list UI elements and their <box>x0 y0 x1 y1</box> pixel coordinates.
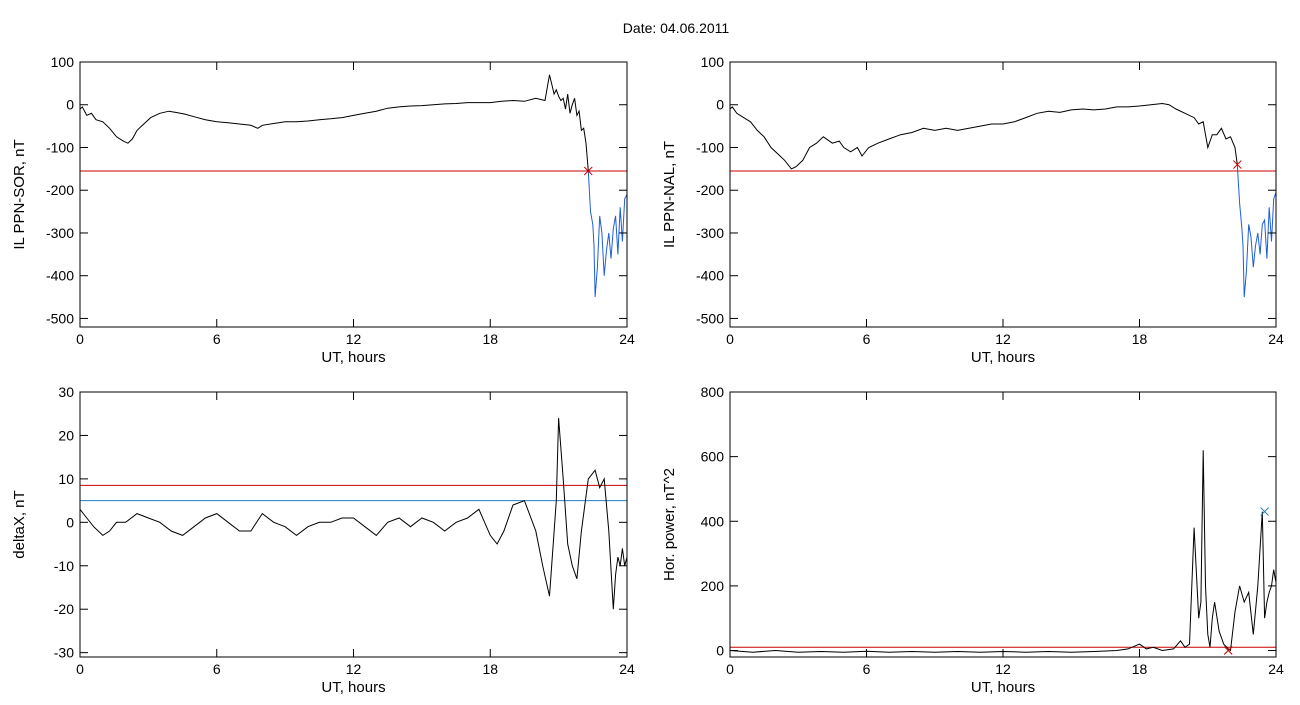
date-title: Date: 04.06.2011 <box>623 20 730 36</box>
y-tick-label: 0 <box>66 514 74 530</box>
x-tick-label: 18 <box>1132 661 1148 677</box>
plot-frame <box>729 61 1277 328</box>
y-tick-label: -30 <box>54 645 74 661</box>
marker-stroke <box>583 166 593 176</box>
y-tick-label: 0 <box>66 97 74 113</box>
y-tick-label: -400 <box>696 268 724 284</box>
x-tick-label: 12 <box>995 661 1011 677</box>
y-axis-title: Hor. power, nT^2 <box>661 468 678 581</box>
series-line-1 <box>730 450 1276 653</box>
y-tick-label: 100 <box>51 54 75 70</box>
series-group <box>730 450 1276 653</box>
y-tick-label: 0 <box>716 643 724 659</box>
marker-stroke <box>1232 160 1242 169</box>
x-tick-label: 12 <box>346 331 362 347</box>
y-tick-label: -200 <box>46 182 74 198</box>
marker-1 <box>1232 160 1242 169</box>
y-tick-label: -20 <box>54 601 74 617</box>
y-tick-label: -300 <box>46 225 74 241</box>
y-tick-label: 400 <box>701 513 725 529</box>
series-line-2 <box>587 170 627 298</box>
y-tick-label: -400 <box>46 268 74 284</box>
x-tick-label: 24 <box>619 661 635 677</box>
y-tick-label: -100 <box>696 139 724 155</box>
y-axis-title: deltaX, nT <box>11 490 28 558</box>
y-tick-label: -500 <box>46 310 74 326</box>
x-tick-label: 0 <box>76 331 84 347</box>
y-tick-label: -300 <box>696 225 724 241</box>
x-tick-label: 24 <box>1268 331 1284 347</box>
x-tick-label: 6 <box>213 661 221 677</box>
y-axis-title: IL PPN-SOR, nT <box>11 139 28 249</box>
series-group <box>730 102 1276 298</box>
x-tick-label: 6 <box>863 661 871 677</box>
y-tick-label: -200 <box>696 182 724 198</box>
marker-1 <box>1260 507 1269 516</box>
marker-stroke <box>1223 646 1233 655</box>
x-axis-title: UT, hours <box>971 349 1035 366</box>
y-tick-label: 200 <box>701 578 725 594</box>
x-tick-label: 12 <box>995 331 1011 347</box>
x-tick-label: 0 <box>76 661 84 677</box>
y-tick-label: 800 <box>701 384 725 400</box>
x-tick-label: 24 <box>1268 661 1284 677</box>
y-tick-label: 0 <box>716 97 724 113</box>
plot-frame <box>729 391 1277 658</box>
series-group <box>80 418 627 610</box>
series-line-1 <box>730 102 1238 170</box>
marker-stroke <box>1260 507 1269 516</box>
y-tick-label: 100 <box>701 54 725 70</box>
x-tick-label: 18 <box>1132 331 1148 347</box>
series-line-1 <box>80 74 589 172</box>
x-tick-label: 18 <box>482 331 498 347</box>
x-tick-label: 6 <box>863 331 871 347</box>
y-tick-label: -500 <box>696 310 724 326</box>
x-tick-label: 24 <box>619 331 635 347</box>
x-tick-label: 0 <box>726 661 734 677</box>
marker-1 <box>583 166 593 176</box>
y-tick-label: -10 <box>54 558 74 574</box>
marker-2 <box>1223 646 1233 655</box>
series-line-1 <box>80 418 627 610</box>
y-tick-label: 10 <box>58 471 74 487</box>
series-line-2 <box>1236 164 1276 298</box>
y-tick-label: 20 <box>58 427 74 443</box>
y-axis-title: IL PPN-NAL, nT <box>661 141 678 248</box>
y-tick-label: 600 <box>701 449 725 465</box>
x-tick-label: 6 <box>213 331 221 347</box>
x-axis-title: UT, hours <box>321 349 385 366</box>
x-axis-title: UT, hours <box>971 679 1035 696</box>
x-tick-label: 0 <box>726 331 734 347</box>
chart-hor_power: 800 600 400 200 00 6 12 18 24 UT, hours Hor. power… <box>661 384 1284 696</box>
y-tick-label: -100 <box>46 139 74 155</box>
x-tick-label: 12 <box>346 661 362 677</box>
plot-frame <box>79 61 628 328</box>
x-axis-title: UT, hours <box>321 679 385 696</box>
x-tick-label: 18 <box>482 661 498 677</box>
y-tick-label: 30 <box>58 384 74 400</box>
series-group <box>80 74 627 298</box>
